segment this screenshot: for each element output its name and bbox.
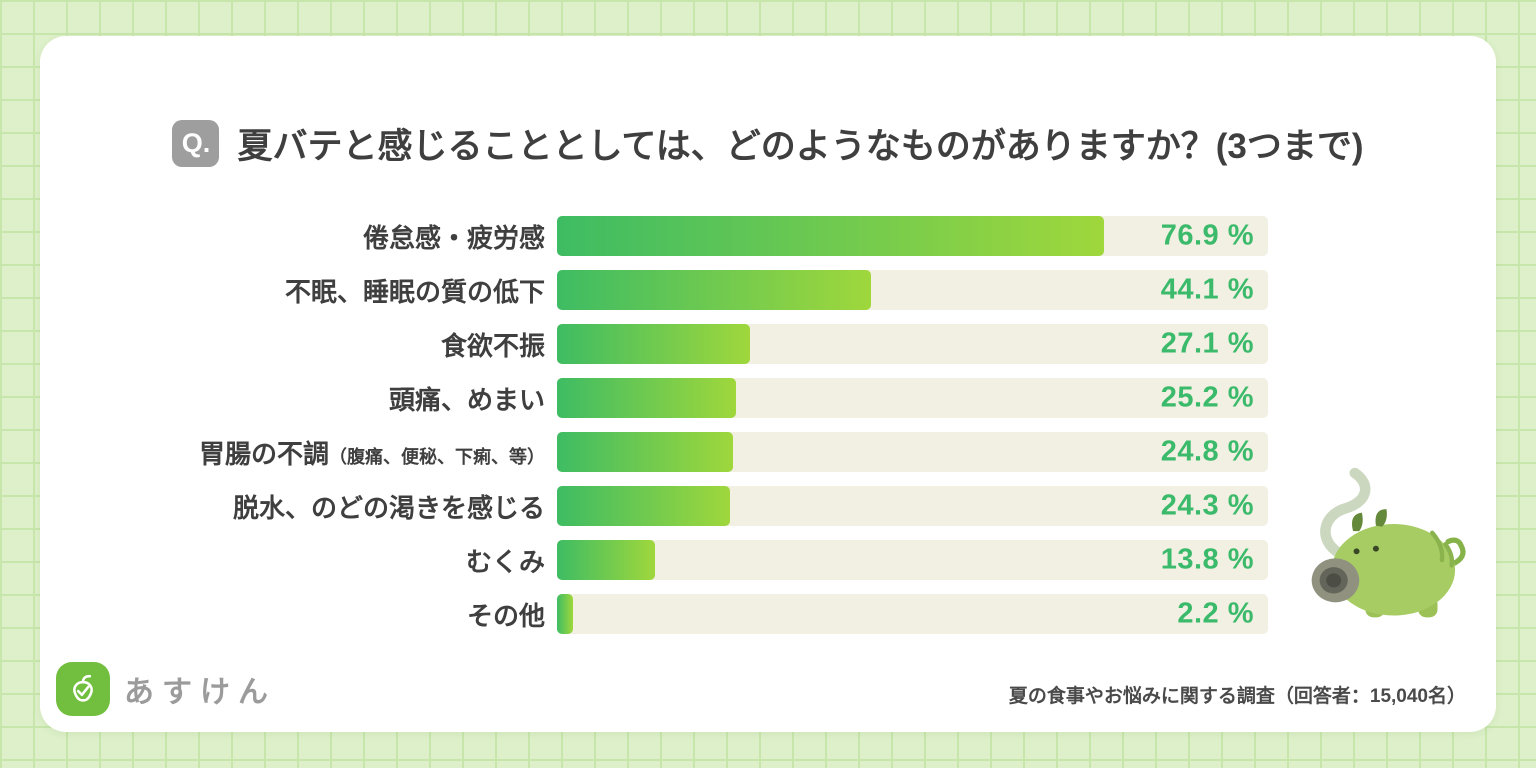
pig-body [1331,524,1456,616]
chart-row: 脱水、のどの渇きを感じる 24.3 % [40,486,1268,526]
bar-fill [557,270,871,310]
row-label: 脱水、のどの渇きを感じる [40,488,545,525]
chart-row: 食欲不振 27.1 % [40,324,1268,364]
row-label-main: 脱水、のどの渇きを感じる [232,492,545,523]
row-label-main: むくみ [465,546,545,577]
bar-track: 44.1 % [557,270,1268,310]
pig-ear [1351,512,1363,532]
page-title: 夏バテと感じることとしては、どのようなものがありますか？(3つまで) [237,127,1364,166]
bar-value: 24.8 % [1160,435,1254,468]
bar-track: 25.2 % [557,378,1268,418]
chart-row: 胃腸の不調（腹痛、便秘、下痢、等） 24.8 % [40,432,1268,472]
row-label: その他 [40,596,545,633]
bar-value: 13.8 % [1160,543,1254,576]
pig-snout-hole-inner [1326,573,1342,588]
pig-mascot-illustration [1311,467,1466,618]
bar-value: 27.1 % [1160,327,1254,360]
row-label-main: 不眠、睡眠の質の低下 [284,276,545,307]
bar-value: 44.1 % [1160,273,1254,306]
row-label-main: 頭痛、めまい [388,384,545,415]
row-label-main: その他 [466,600,545,631]
row-label: 胃腸の不調（腹痛、便秘、下痢、等） [40,434,545,471]
bar-track: 24.8 % [557,432,1268,472]
bar-track: 27.1 % [557,324,1268,364]
row-label-main: 食欲不振 [440,330,545,361]
pig-eye [1353,548,1360,555]
bar-value: 24.3 % [1160,489,1254,522]
bar-track: 13.8 % [557,540,1268,580]
bar-fill [557,540,656,580]
bar-track: 24.3 % [557,486,1268,526]
question-badge: Q. [172,120,220,167]
chart-card: Q. 夏バテと感じることとしては、どのようなものがありますか？(3つまで) 倦怠… [40,36,1496,732]
bar-fill [557,594,573,634]
brand-name: あすけん [124,676,276,709]
row-label: 頭痛、めまい [40,380,545,417]
row-label-sub: （腹痛、便秘、下痢、等） [329,446,545,467]
pig-tail [1445,537,1466,568]
row-label: 不眠、睡眠の質の低下 [40,272,545,309]
chart-rows: 倦怠感・疲労感 76.9 % 不眠、睡眠の質の低下 44.1 % 食欲不振 27… [40,216,1268,648]
pig-stripe [1443,542,1455,568]
row-label: むくみ [40,542,545,579]
pig-ear [1375,509,1387,527]
row-label-main: 倦怠感・疲労感 [362,222,545,253]
bar-fill [557,216,1104,256]
brand-footer: あすけん [56,662,276,716]
steam-icon [1320,467,1371,560]
chart-row: その他 2.2 % [40,594,1268,634]
bar-fill [557,324,750,364]
chart-row: 不眠、睡眠の質の低下 44.1 % [40,270,1268,310]
pig-stripe [1430,530,1445,563]
row-label-main: 胃腸の不調 [198,438,329,469]
chart-row: むくみ 13.8 % [40,540,1268,580]
bar-value: 2.2 % [1177,597,1254,630]
pig-eye [1372,545,1379,552]
chart-row: 頭痛、めまい 25.2 % [40,378,1268,418]
row-label: 食欲不振 [40,326,545,363]
bar-value: 25.2 % [1160,381,1254,414]
bar-track: 2.2 % [557,594,1268,634]
asuken-logo [56,662,110,716]
bar-fill [557,432,734,472]
chart-row: 倦怠感・疲労感 76.9 % [40,216,1268,256]
question-header: Q. 夏バテと感じることとしては、どのようなものがありますか？(3つまで) [40,118,1496,169]
bar-track: 76.9 % [557,216,1268,256]
bar-fill [557,486,730,526]
bar-value: 76.9 % [1160,219,1254,252]
survey-source-note: 夏の食事やお悩みに関する調査（回答者：15,040名） [1008,686,1466,707]
bar-fill [557,378,737,418]
apple-icon [73,674,93,702]
row-label: 倦怠感・疲労感 [40,218,545,255]
